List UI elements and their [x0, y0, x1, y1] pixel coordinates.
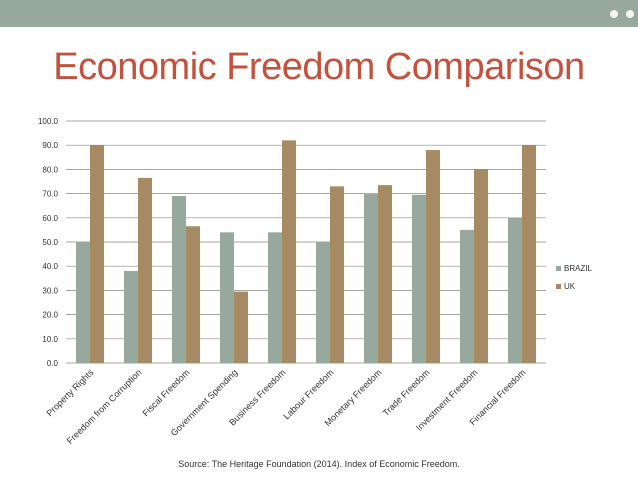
legend-label-brazil: BRAZIL — [564, 264, 593, 273]
bar-uk — [186, 226, 200, 363]
bar-uk — [330, 186, 344, 363]
bar-brazil — [316, 242, 330, 363]
y-tick-label: 80.0 — [42, 165, 58, 174]
bar-uk — [474, 169, 488, 363]
bar-uk — [426, 150, 440, 363]
y-tick-label: 90.0 — [42, 141, 58, 150]
bar-brazil — [76, 242, 90, 363]
page-title: Economic Freedom Comparison — [53, 46, 585, 88]
bar-brazil — [268, 232, 282, 363]
decorative-dot — [626, 9, 634, 18]
legend-swatch-brazil — [556, 266, 561, 271]
source-note: Source: The Heritage Foundation (2014). … — [178, 459, 460, 469]
legend-label-uk: UK — [564, 282, 576, 291]
legend-swatch-uk — [556, 284, 561, 289]
y-tick-label: 30.0 — [42, 286, 58, 295]
y-tick-label: 10.0 — [42, 335, 58, 344]
y-tick-label: 40.0 — [42, 262, 58, 271]
bar-brazil — [460, 229, 474, 363]
bar-uk — [522, 145, 536, 363]
bar-brazil — [364, 193, 378, 363]
bar-brazil — [508, 217, 522, 363]
bar-brazil — [412, 194, 426, 363]
top-decorative-band — [0, 0, 638, 27]
x-tick-label: Fiscal Freedom — [140, 367, 191, 418]
bar-uk — [138, 177, 152, 363]
y-tick-label: 0.0 — [47, 359, 59, 368]
bar-uk — [90, 145, 104, 363]
decorative-dots — [610, 0, 634, 27]
bar-uk — [378, 185, 392, 363]
y-tick-label: 100.0 — [38, 117, 59, 126]
y-tick-label: 50.0 — [42, 238, 58, 247]
bar-brazil — [172, 196, 186, 363]
x-tick-label: Trade Freedom — [381, 367, 432, 418]
bar-uk — [234, 291, 248, 363]
x-tick-label: Property Rights — [44, 367, 95, 418]
y-tick-label: 70.0 — [42, 190, 58, 199]
bar-brazil — [124, 271, 138, 363]
bar-brazil — [220, 232, 234, 363]
bar-uk — [282, 140, 296, 363]
decorative-dot — [610, 9, 618, 18]
x-tick-label: Labour Freedom — [281, 367, 335, 421]
y-tick-label: 20.0 — [42, 311, 58, 320]
y-tick-label: 60.0 — [42, 214, 58, 223]
